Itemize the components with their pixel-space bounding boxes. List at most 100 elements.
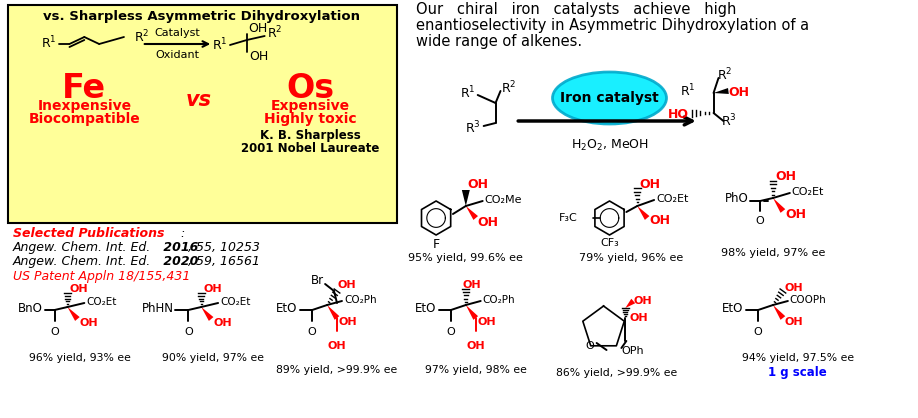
Text: F₃C: F₃C (559, 213, 577, 223)
Text: R$^2$: R$^2$ (717, 67, 732, 83)
Polygon shape (637, 206, 649, 220)
Text: R$^1$: R$^1$ (680, 83, 696, 99)
Text: OH: OH (630, 313, 648, 323)
Text: CO₂Et: CO₂Et (792, 187, 824, 197)
Text: enantioselectivity in Asymmetric Dihydroxylation of a: enantioselectivity in Asymmetric Dihydro… (416, 18, 810, 33)
Text: Oxidant: Oxidant (155, 50, 199, 60)
Text: OH: OH (70, 284, 88, 294)
Text: Expensive: Expensive (271, 99, 350, 113)
Text: 86% yield, >99.9% ee: 86% yield, >99.9% ee (555, 368, 677, 378)
Text: OH: OH (468, 178, 488, 191)
Text: O: O (756, 216, 765, 226)
Text: OPh: OPh (621, 346, 644, 356)
Text: R$^2$: R$^2$ (266, 25, 282, 41)
Text: Inexpensive: Inexpensive (38, 99, 131, 113)
Polygon shape (773, 305, 785, 320)
Text: Highly toxic: Highly toxic (264, 112, 356, 126)
Text: OH: OH (785, 317, 803, 327)
Text: OH: OH (785, 283, 803, 293)
Text: OH: OH (785, 209, 806, 222)
Text: Biocompatible: Biocompatible (28, 112, 140, 126)
Text: OH: OH (633, 296, 652, 306)
Text: , 59, 16561: , 59, 16561 (188, 255, 261, 268)
FancyBboxPatch shape (8, 5, 397, 223)
Text: Our   chiral   iron   catalysts   achieve   high: Our chiral iron catalysts achieve high (416, 2, 736, 17)
Text: OH: OH (463, 280, 481, 290)
Polygon shape (462, 190, 470, 206)
Text: OH: OH (466, 341, 485, 351)
Polygon shape (201, 307, 214, 321)
Text: OH: OH (249, 51, 268, 64)
Text: 2020: 2020 (159, 255, 198, 268)
Polygon shape (773, 198, 785, 213)
Text: OH: OH (248, 23, 267, 36)
Text: O: O (50, 327, 59, 337)
Text: R$^1$: R$^1$ (212, 37, 228, 54)
Text: Catalyst: Catalyst (154, 28, 200, 38)
Text: CO₂Ph: CO₂Ph (344, 295, 376, 305)
Polygon shape (465, 206, 478, 220)
Text: OH: OH (728, 87, 749, 99)
Text: OH: OH (477, 217, 498, 229)
Text: PhHN: PhHN (141, 301, 174, 314)
Text: 94% yield, 97.5% ee: 94% yield, 97.5% ee (742, 353, 854, 363)
Text: CO₂Ph: CO₂Ph (483, 295, 515, 305)
Text: O: O (184, 327, 193, 337)
Text: Selected Publications: Selected Publications (13, 227, 164, 240)
Text: OH: OH (203, 284, 222, 294)
Text: OH: OH (213, 318, 231, 328)
Text: CF₃: CF₃ (600, 238, 619, 248)
Text: Iron catalyst: Iron catalyst (560, 91, 659, 105)
Text: F: F (432, 238, 440, 251)
Text: OH: OH (639, 178, 660, 191)
Text: K. B. Sharpless: K. B. Sharpless (260, 128, 361, 142)
Text: , 55, 10253: , 55, 10253 (188, 241, 261, 254)
Text: R$^3$: R$^3$ (465, 120, 481, 136)
Text: 90% yield, 97% ee: 90% yield, 97% ee (162, 353, 264, 363)
Text: HO: HO (667, 109, 688, 122)
Text: R$^3$: R$^3$ (722, 113, 737, 129)
Polygon shape (327, 305, 340, 320)
Text: CO₂Me: CO₂Me (485, 195, 522, 205)
Text: :: : (181, 227, 185, 240)
Text: vs. Sharpless Asymmetric Dihydroxylation: vs. Sharpless Asymmetric Dihydroxylation (43, 10, 360, 23)
Text: 79% yield, 96% ee: 79% yield, 96% ee (579, 253, 683, 263)
Text: 98% yield, 97% ee: 98% yield, 97% ee (721, 248, 825, 258)
Text: 2001 Nobel Laureate: 2001 Nobel Laureate (241, 142, 379, 155)
Text: EtO: EtO (276, 301, 297, 314)
Text: EtO: EtO (722, 301, 744, 314)
Text: Angew. Chem. Int. Ed.: Angew. Chem. Int. Ed. (13, 241, 151, 254)
Polygon shape (465, 305, 478, 320)
Text: CO₂Et: CO₂Et (86, 297, 117, 307)
Text: R$^1$: R$^1$ (460, 85, 476, 101)
Text: 96% yield, 93% ee: 96% yield, 93% ee (29, 353, 131, 363)
Text: H$_2$O$_2$, MeOH: H$_2$O$_2$, MeOH (571, 138, 648, 153)
Text: OH: OH (339, 317, 358, 327)
Text: OH: OH (649, 214, 670, 227)
Text: R$^2$: R$^2$ (134, 29, 150, 45)
Polygon shape (713, 88, 729, 94)
Text: 97% yield, 98% ee: 97% yield, 98% ee (425, 365, 527, 375)
Polygon shape (625, 299, 635, 308)
Text: PhO: PhO (724, 191, 748, 204)
Text: O: O (585, 341, 594, 351)
Text: OH: OH (328, 341, 346, 351)
Text: wide range of alkenes.: wide range of alkenes. (416, 34, 582, 49)
Text: 89% yield, >99.9% ee: 89% yield, >99.9% ee (276, 365, 397, 375)
Text: 1 g scale: 1 g scale (768, 366, 827, 379)
Text: 2016: 2016 (159, 241, 198, 254)
Text: O: O (754, 327, 763, 337)
Text: R$^2$: R$^2$ (500, 80, 516, 96)
Text: O: O (308, 327, 317, 337)
Polygon shape (68, 307, 80, 321)
Text: CO₂Et: CO₂Et (220, 297, 251, 307)
Ellipse shape (553, 72, 666, 124)
Text: OH: OH (477, 317, 497, 327)
Text: CO₂Et: CO₂Et (656, 194, 688, 204)
Text: EtO: EtO (415, 301, 436, 314)
Text: Br: Br (311, 275, 324, 288)
Text: Angew. Chem. Int. Ed.: Angew. Chem. Int. Ed. (13, 255, 151, 268)
Text: OH: OH (79, 318, 98, 328)
Text: vs: vs (185, 90, 211, 110)
Text: R$^1$: R$^1$ (41, 35, 57, 51)
